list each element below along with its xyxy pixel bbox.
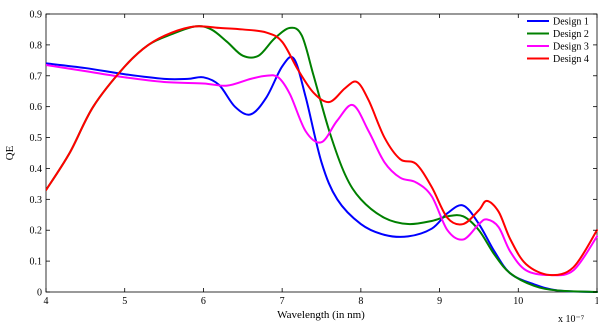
- x-tick-label: 10: [513, 296, 523, 307]
- series-line-design-4: [46, 25, 598, 277]
- legend-label-design-1: Design 1: [553, 17, 589, 28]
- x-tick-label: 5: [122, 296, 127, 307]
- ticks-layer: 4 5 6 7 8 9 10 100.10.20.30.40.50.60.70.80.9: [30, 10, 598, 308]
- y-tick-label: 0.9: [30, 10, 43, 21]
- legend-label-design-3: Design 3: [553, 42, 589, 53]
- x-tick-label: 9: [437, 296, 442, 307]
- y-tick-label: 0.8: [30, 40, 43, 51]
- x-tick-label: 6: [201, 296, 206, 307]
- series-line-design-1: [46, 55, 598, 293]
- legend-label-design-4: Design 4: [553, 54, 589, 65]
- y-tick-label: 0.4: [30, 164, 43, 175]
- y-axis-label: QE: [4, 145, 16, 160]
- y-tick-label: 0.3: [30, 195, 43, 206]
- x-tick-label: 8: [358, 296, 363, 307]
- y-tick-label: 0.2: [30, 226, 43, 237]
- series-layer: [46, 25, 598, 293]
- series-line-design-2: [46, 25, 598, 293]
- y-tick-label: 0.7: [30, 71, 43, 82]
- legend-label-design-2: Design 2: [553, 29, 589, 40]
- x-tick-label: 4: [44, 296, 49, 307]
- y-tick-label: 0: [37, 288, 42, 299]
- y-tick-label: 0.5: [30, 133, 43, 144]
- series-line-design-3: [46, 63, 598, 277]
- plot-area-border: [45, 13, 598, 293]
- x-tick-label: 1: [595, 296, 598, 307]
- x-exponent-label: x 10⁻⁷: [558, 314, 585, 324]
- plot-frame: [45, 13, 598, 293]
- y-tick-label: 0.1: [30, 257, 43, 268]
- y-tick-label: 0.6: [30, 102, 43, 113]
- x-axis-label: Wavelength (in nm): [277, 309, 365, 321]
- x-tick-label: 7: [280, 296, 285, 307]
